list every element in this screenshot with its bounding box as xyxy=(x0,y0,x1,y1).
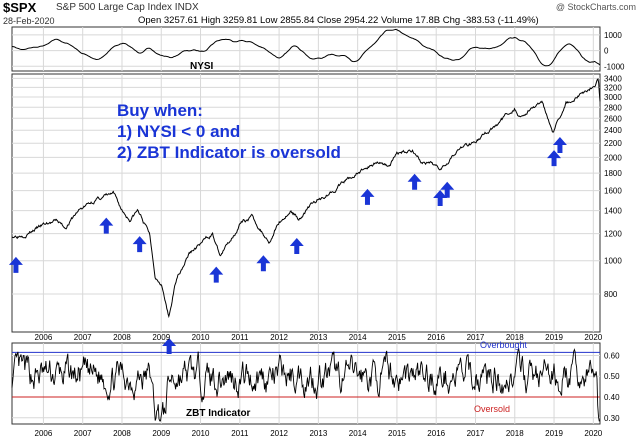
price-x-tick-2020: 2020 xyxy=(584,333,602,342)
chart-symbol: $SPX xyxy=(3,0,37,15)
price-x-tick-2018: 2018 xyxy=(506,333,524,342)
zbt-x-tick-2008: 2008 xyxy=(113,429,131,438)
price-y-tick: 2400 xyxy=(604,126,622,135)
price-y-tick: 1200 xyxy=(604,230,622,239)
price-x-tick-2011: 2011 xyxy=(231,333,249,342)
overbought-label: Overbought xyxy=(480,340,528,350)
price-x-tick-2019: 2019 xyxy=(545,333,563,342)
nysi-y-tick: -1000 xyxy=(604,62,625,71)
nysi-y-tick: 1000 xyxy=(604,31,622,40)
buy-signal-arrow-2 xyxy=(99,217,114,234)
buy-signal-arrow-3 xyxy=(132,236,147,253)
price-y-tick: 2800 xyxy=(604,103,622,112)
panel-frame-3 xyxy=(11,342,601,425)
price-y-tick: 3000 xyxy=(604,93,622,102)
price-y-tick: 3400 xyxy=(604,74,622,83)
buy-signal-arrow-6 xyxy=(256,255,271,272)
buy-signal-arrow-10 xyxy=(433,189,448,206)
annotation-rule-1: 1) NYSI < 0 and xyxy=(117,122,241,141)
price-x-tick-2007: 2007 xyxy=(74,333,92,342)
zbt-x-tick-2012: 2012 xyxy=(270,429,288,438)
zbt-y-tick: 0.30 xyxy=(604,414,620,423)
zbt-y-tick: 0.50 xyxy=(604,372,620,381)
stockcharts-watermark: @ StockCharts.com xyxy=(555,2,636,12)
buy-signal-arrow-13 xyxy=(552,136,567,153)
zbt-x-tick-2013: 2013 xyxy=(309,429,327,438)
buy-signal-arrow-12 xyxy=(547,150,562,167)
panel-frame-2 xyxy=(11,73,601,333)
price-x-tick-2013: 2013 xyxy=(309,333,327,342)
price-x-tick-2010: 2010 xyxy=(192,333,210,342)
spx-price-line xyxy=(11,78,601,319)
zbt-x-tick-2018: 2018 xyxy=(506,429,524,438)
buy-signal-arrow-7 xyxy=(289,238,304,255)
zbt-y-tick: 0.40 xyxy=(604,393,620,402)
price-y-tick: 800 xyxy=(604,290,618,299)
chart-date: 28-Feb-2020 xyxy=(3,16,55,26)
zbt-x-tick-2017: 2017 xyxy=(467,429,485,438)
price-x-tick-2008: 2008 xyxy=(113,333,131,342)
price-y-tick: 2000 xyxy=(604,153,622,162)
buy-signal-arrow-11 xyxy=(440,181,455,198)
price-x-tick-2006: 2006 xyxy=(35,333,53,342)
zbt-x-tick-2009: 2009 xyxy=(152,429,170,438)
nysi-panel-label: NYSI xyxy=(190,61,214,72)
company-name: S&P 500 Large Cap Index INDX xyxy=(56,2,199,13)
zbt-panel-label: ZBT Indicator xyxy=(186,408,251,419)
price-x-tick-2014: 2014 xyxy=(349,333,367,342)
panel-frame-1 xyxy=(11,26,601,72)
price-x-tick-2016: 2016 xyxy=(427,333,445,342)
price-y-tick: 1800 xyxy=(604,169,622,178)
zbt-x-tick-2006: 2006 xyxy=(35,429,53,438)
price-x-tick-2015: 2015 xyxy=(388,333,406,342)
buy-signal-arrow-8 xyxy=(360,188,375,205)
zbt-x-tick-2011: 2011 xyxy=(231,429,249,438)
price-y-tick: 1400 xyxy=(604,207,622,216)
price-y-tick: 2200 xyxy=(604,139,622,148)
annotation-title: Buy when: xyxy=(117,101,203,120)
buy-signal-arrow-5 xyxy=(209,266,224,283)
price-y-tick: 1600 xyxy=(604,187,622,196)
nysi-series-line xyxy=(11,28,601,67)
nysi-y-tick: 0 xyxy=(604,47,609,56)
price-y-tick: 2600 xyxy=(604,114,622,123)
buy-signal-arrow-1 xyxy=(8,256,23,273)
price-x-tick-2017: 2017 xyxy=(467,333,485,342)
quote-line: Open 3257.61 High 3259.81 Low 2855.84 Cl… xyxy=(138,15,539,26)
zbt-x-tick-2015: 2015 xyxy=(388,429,406,438)
annotation-rule-2: 2) ZBT Indicator is oversold xyxy=(117,143,341,162)
zbt-x-tick-2007: 2007 xyxy=(74,429,92,438)
zbt-x-tick-2014: 2014 xyxy=(349,429,367,438)
zbt-x-tick-2020: 2020 xyxy=(584,429,602,438)
zbt-y-tick: 0.60 xyxy=(604,351,620,360)
price-y-tick: 1000 xyxy=(604,257,622,266)
zbt-x-tick-2019: 2019 xyxy=(545,429,563,438)
zbt-x-tick-2010: 2010 xyxy=(192,429,210,438)
buy-signal-arrow-4 xyxy=(162,337,177,354)
zbt-series-line xyxy=(11,347,600,422)
price-x-tick-2012: 2012 xyxy=(270,333,288,342)
price-y-tick: 3200 xyxy=(604,83,622,92)
buy-signal-arrow-9 xyxy=(407,173,422,190)
zbt-x-tick-2016: 2016 xyxy=(427,429,445,438)
price-x-tick-2009: 2009 xyxy=(152,333,170,342)
oversold-label: Oversold xyxy=(474,404,511,414)
